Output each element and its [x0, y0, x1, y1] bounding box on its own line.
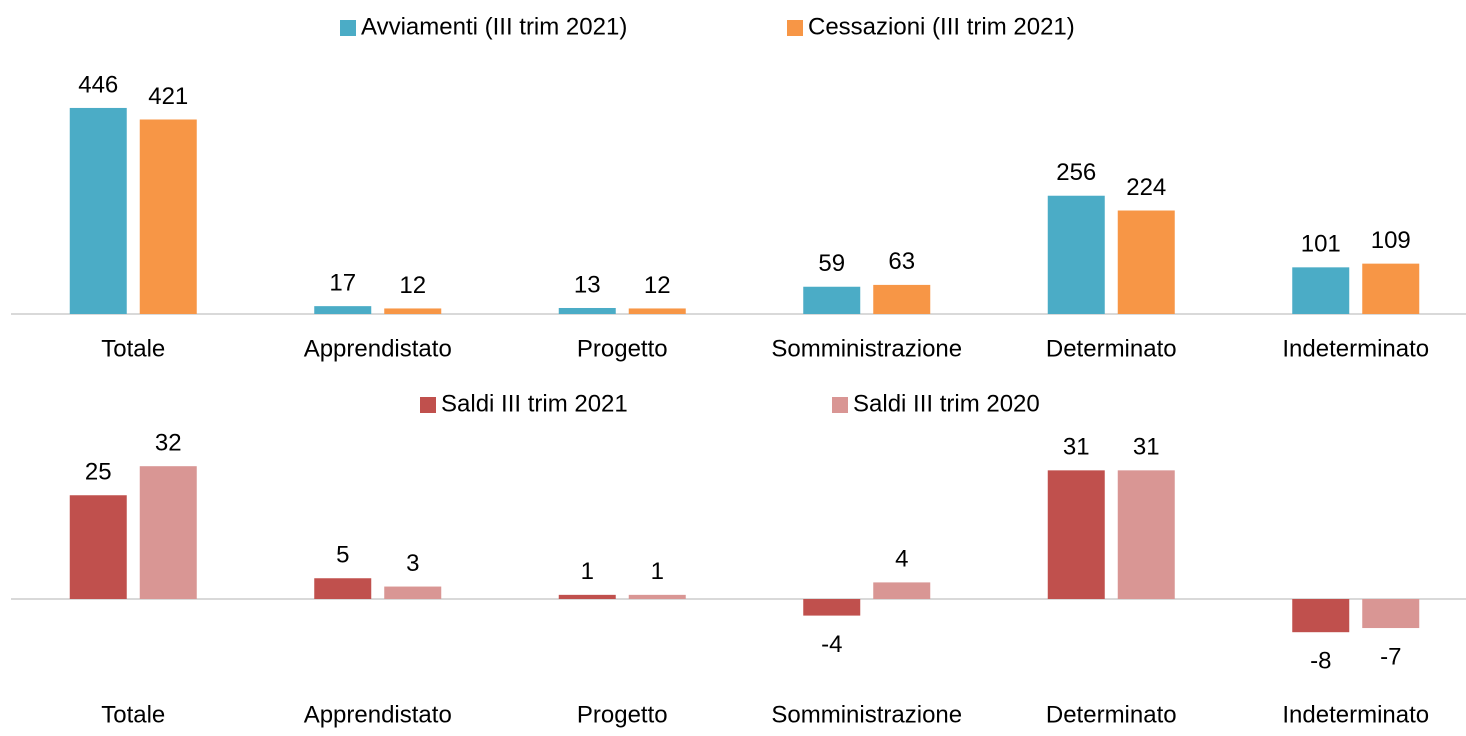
- bar: [314, 306, 372, 314]
- legend-swatch: [787, 20, 803, 36]
- data-label: -7: [1380, 643, 1401, 670]
- data-label: 31: [1063, 434, 1090, 461]
- data-label: 59: [818, 250, 845, 277]
- bar: [1292, 267, 1350, 314]
- legend-label: Cessazioni (III trim 2021): [808, 13, 1075, 40]
- x-tick-label: Totale: [101, 701, 165, 728]
- data-label: 256: [1056, 159, 1096, 186]
- data-label: 109: [1371, 227, 1411, 254]
- bar: [69, 495, 127, 599]
- data-label: 446: [78, 71, 118, 98]
- bar: [314, 578, 372, 599]
- data-label: 12: [399, 272, 426, 299]
- data-label: 25: [85, 459, 112, 486]
- legend-label: Saldi III trim 2020: [853, 390, 1040, 417]
- x-tick-label: Determinato: [1046, 335, 1177, 362]
- bar: [1117, 470, 1175, 599]
- data-label: -4: [821, 631, 842, 658]
- data-label: 63: [888, 248, 915, 275]
- data-label: 32: [155, 430, 182, 457]
- data-label: 13: [574, 271, 601, 298]
- x-tick-label: Progetto: [577, 701, 668, 728]
- bar: [384, 308, 442, 314]
- data-label: 101: [1301, 231, 1341, 258]
- bar: [384, 586, 442, 599]
- data-label: 5: [336, 542, 349, 569]
- x-tick-label: Indeterminato: [1282, 335, 1429, 362]
- bar: [69, 107, 127, 314]
- x-tick-label: Apprendistato: [304, 701, 452, 728]
- legend-swatch: [832, 397, 848, 413]
- x-tick-label: Progetto: [577, 335, 668, 362]
- bar: [1362, 263, 1420, 314]
- bar: [1047, 470, 1105, 599]
- data-label: 4: [895, 546, 908, 573]
- x-tick-label: Apprendistato: [304, 335, 452, 362]
- bar: [873, 582, 931, 599]
- bar: [803, 286, 861, 314]
- data-label: 3: [406, 550, 419, 577]
- x-tick-label: Somministrazione: [771, 335, 962, 362]
- bar: [1047, 195, 1105, 314]
- bar: [1292, 599, 1350, 633]
- legend-swatch: [340, 20, 356, 36]
- bar: [1117, 210, 1175, 314]
- legend-label: Saldi III trim 2021: [441, 390, 628, 417]
- bar: [139, 466, 197, 599]
- bar: [139, 119, 197, 314]
- bar: [628, 308, 686, 314]
- bar: [628, 594, 686, 599]
- bar: [873, 284, 931, 314]
- bar: [558, 307, 616, 314]
- x-tick-label: Somministrazione: [771, 701, 962, 728]
- data-label: -8: [1310, 648, 1331, 675]
- data-label: 421: [148, 83, 188, 110]
- x-tick-label: Determinato: [1046, 701, 1177, 728]
- data-label: 31: [1133, 434, 1160, 461]
- legend-label: Avviamenti (III trim 2021): [361, 13, 627, 40]
- data-label: 17: [329, 269, 356, 296]
- bar: [803, 599, 861, 616]
- legend-swatch: [420, 397, 436, 413]
- data-label: 12: [644, 272, 671, 299]
- data-label: 224: [1126, 174, 1166, 201]
- data-label: 1: [581, 558, 594, 585]
- bar: [558, 594, 616, 599]
- bar: [1362, 599, 1420, 629]
- x-tick-label: Totale: [101, 335, 165, 362]
- data-label: 1: [651, 558, 664, 585]
- x-tick-label: Indeterminato: [1282, 701, 1429, 728]
